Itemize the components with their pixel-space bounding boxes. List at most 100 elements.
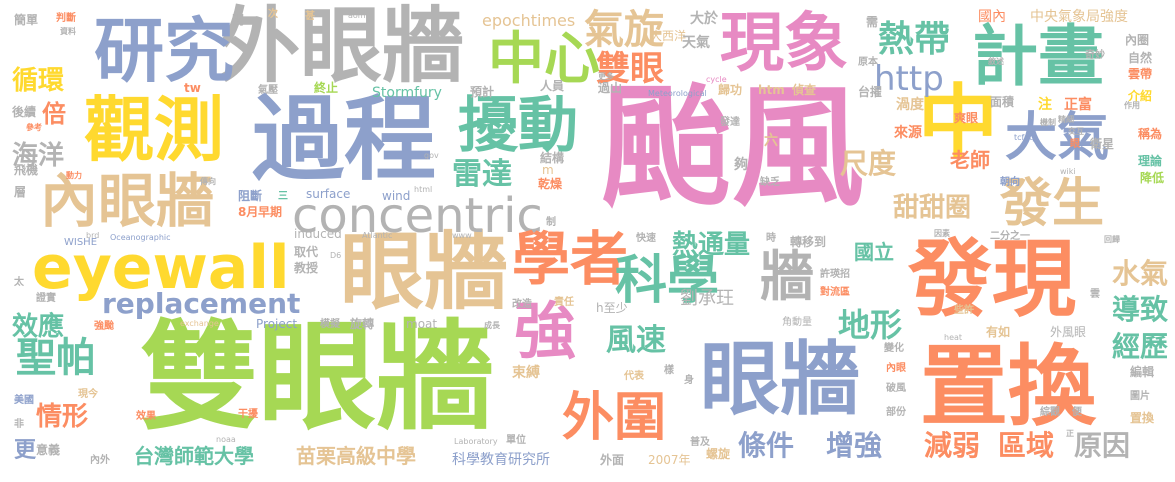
word: 降低 (1140, 171, 1165, 185)
word: 置換 (1130, 411, 1155, 425)
word: 部份 (886, 407, 906, 418)
word: 老師 (950, 148, 990, 172)
word: surface (306, 187, 351, 201)
word: 教授 (294, 261, 319, 275)
word: 稱為 (1138, 127, 1163, 141)
word: 精細 (1058, 115, 1074, 124)
word: 轉移到 (790, 235, 827, 249)
word: 更 (14, 438, 37, 463)
word: 國內 (978, 9, 1006, 25)
word: 水氣 (1112, 257, 1169, 290)
word: 渦度 (896, 97, 924, 113)
word: h至少 (596, 301, 628, 315)
word: 8月 (238, 205, 259, 219)
word: 早期 (258, 205, 283, 219)
word: 人員 (540, 79, 565, 93)
word: D6 (330, 251, 342, 260)
word: 單位 (506, 435, 526, 446)
word: 束縛 (512, 365, 540, 381)
word: 責任 (554, 297, 574, 308)
word: 奇妙 (1085, 50, 1105, 61)
word: 眼牆 (700, 333, 860, 426)
word: 發達 (720, 117, 740, 128)
word: tcfaq (1014, 133, 1035, 142)
word: 圖片 (1130, 391, 1150, 402)
word: 中 (918, 76, 998, 169)
word: 些許 (954, 305, 974, 316)
word: 正富 (1064, 97, 1092, 113)
word: 聖帕 (16, 335, 96, 381)
word: 簡單 (14, 13, 39, 27)
word: 預計 (470, 85, 495, 99)
word: wiki (1060, 167, 1076, 176)
word: cycle (706, 75, 727, 84)
word: 強 (503, 298, 576, 360)
word: 成長 (484, 321, 500, 330)
word: 爽眼 (954, 111, 979, 125)
word: 朝向 (1000, 177, 1020, 188)
word: noaa (216, 435, 236, 444)
word: 干擾 (238, 409, 258, 420)
word: www (452, 231, 472, 240)
word: 飛機 (14, 163, 39, 177)
word: 減弱 (924, 429, 981, 462)
word: 歸功 (718, 83, 743, 97)
word: 發現 (908, 230, 1077, 328)
word: 氣壓 (258, 85, 278, 96)
word: 科學教育研究所 (452, 452, 550, 468)
word: 現象 (720, 7, 848, 81)
word: 敘述 (988, 57, 1004, 66)
word: 交互 (1068, 127, 1084, 136)
word: html (414, 185, 433, 194)
word: 改造 (512, 299, 532, 310)
word: 面積 (990, 95, 1015, 109)
word: 注 (1038, 97, 1052, 113)
word: 天氣 (682, 35, 710, 51)
word: 風速 (606, 323, 666, 358)
word: concentric (292, 188, 543, 244)
word: 機制 (1040, 118, 1056, 127)
word: 螺旋 (706, 447, 731, 461)
word: 區域 (998, 429, 1055, 462)
word: Project (256, 317, 298, 331)
word: 牆 (760, 245, 814, 308)
word: 現今 (78, 389, 98, 400)
word: 作用 (1124, 101, 1140, 110)
word: htm (758, 83, 785, 97)
word: 效應 (12, 312, 65, 342)
word: replacement (102, 287, 301, 320)
word: 內外 (90, 455, 110, 466)
word: 台擢 (858, 85, 883, 99)
word: 回歸 (1104, 235, 1120, 244)
word: 意義 (36, 443, 61, 457)
word: eyewall (32, 233, 290, 303)
word: 大於 (690, 11, 718, 27)
word: 雙眼 (596, 49, 664, 89)
word: 層 (14, 185, 27, 199)
word: 角動量 (782, 317, 812, 328)
word: 倍 (42, 100, 66, 128)
word: 原本 (858, 57, 878, 68)
word: heat (944, 333, 963, 342)
word: 熱通量 (672, 230, 751, 260)
word: 過山 (598, 81, 623, 95)
word: 地形 (838, 306, 903, 344)
word: 經歷 (1112, 330, 1169, 363)
word: 情形 (36, 402, 89, 432)
word: 參考 (26, 123, 42, 132)
word: 過程 (252, 86, 437, 193)
word: 外眼牆 (218, 0, 465, 94)
word: 熱帶 (878, 19, 951, 60)
word: 間 (232, 13, 245, 27)
word: 內眼牆 (40, 167, 215, 235)
word: brd (86, 231, 100, 240)
word: 循環 (12, 66, 65, 96)
word: 氣旋 (584, 7, 664, 53)
word: 中心 (488, 27, 600, 92)
word: tw (184, 81, 201, 95)
word: WISHE (64, 237, 98, 248)
word: 對流區 (820, 287, 850, 298)
word: 雲帶 (1128, 67, 1153, 81)
word: Atlantic (362, 231, 393, 240)
